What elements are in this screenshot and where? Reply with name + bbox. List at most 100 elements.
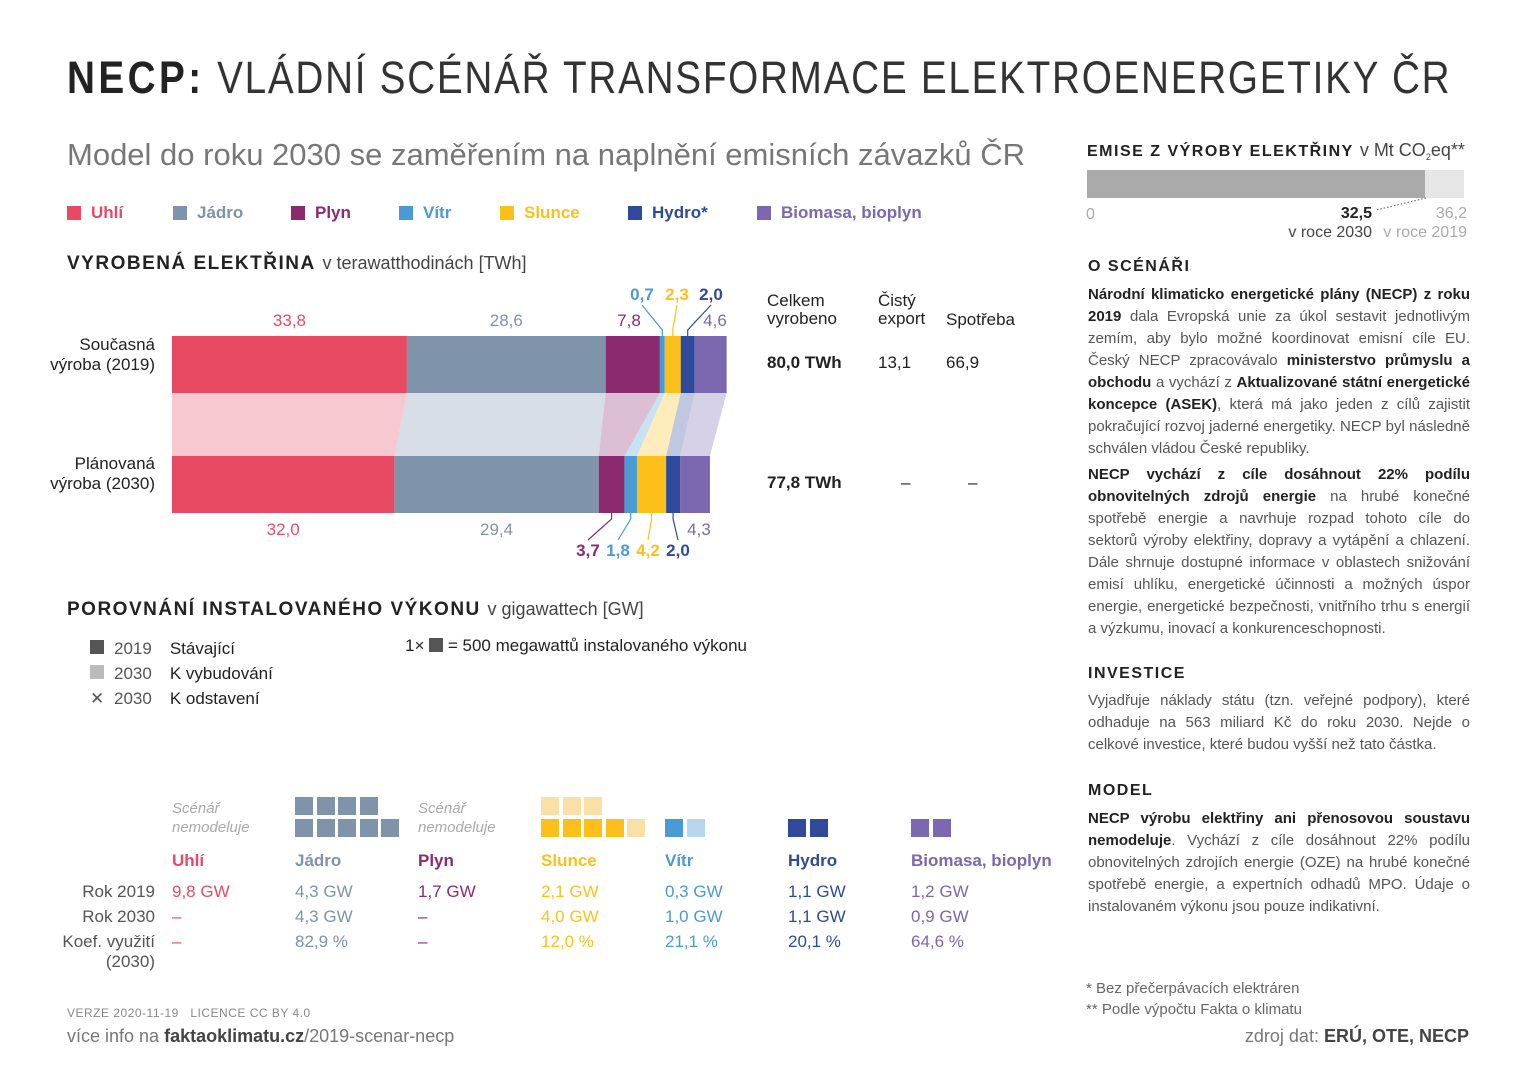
capacity-r2019: 9,8 GW [172, 882, 230, 901]
bar-plyn-2019 [605, 336, 660, 393]
capacity-square-existing [316, 797, 335, 815]
emissions-value-2019: 36,2 [1435, 205, 1467, 222]
legend-item-biomasa-bioplyn: Biomasa, bioplyn [757, 203, 922, 223]
bar-uhli-2030 [172, 456, 395, 513]
capacity-square-existing [541, 819, 559, 837]
capacity-square-existing [359, 797, 378, 815]
text-run: na hrubé konečné spotřebě energie a navr… [1088, 488, 1470, 637]
value-label-vitr-2030: 1,8 [606, 541, 630, 560]
capacity-r2019: 0,3 GW [665, 882, 723, 901]
bar-jadro-2019 [406, 336, 606, 393]
value-label-slunce-2019: 2,3 [665, 285, 689, 304]
emissions-label-2019: v roce 2019 [1383, 224, 1467, 241]
col-consumption: Spotřeba [946, 310, 1015, 329]
emissions-bar-2030 [1087, 170, 1426, 198]
capacity-r2019: 1,2 GW [911, 882, 969, 901]
legend-label: Plyn [315, 203, 351, 222]
value-label-hydro-2030: 2,0 [666, 541, 690, 560]
footnote-2: ** Podle výpočtu Fakta o klimatu [1086, 1001, 1302, 1018]
capacity-source-name: Vítr [665, 851, 694, 870]
value-label-slunce-2030: 4,2 [636, 541, 660, 560]
text-run: , která má jako jeden z cílů zajistit po… [1088, 396, 1470, 457]
text-run: Národní klimaticko energetické plány (NE… [1088, 286, 1470, 325]
legend-item-jadro: Jádro [173, 203, 243, 223]
value-label-uhli-2019: 33,8 [273, 311, 306, 330]
leader-line [672, 304, 678, 336]
text-run: a vychází z [1151, 374, 1237, 391]
text-run: NECP vychází z cíle dosáhnout 22% podílu… [1088, 466, 1470, 505]
light-square-icon [90, 665, 104, 679]
capacity-square-existing [338, 797, 356, 815]
row-label-2030: Plánovaná výroba (2030) [50, 454, 155, 493]
title-rest: VLÁDNÍ SCÉNÁŘ TRANSFORMACE ELEKTROENERGE… [217, 52, 1452, 103]
row-label-2019: Současná výroba (2019) [50, 335, 155, 374]
capacity-square-to-build [541, 797, 559, 815]
capacity-r2030: 4,3 GW [295, 907, 353, 926]
legend-label: Biomasa, bioplyn [781, 203, 922, 222]
capacity-square-to-build [584, 797, 602, 815]
capacity-square-existing [911, 819, 929, 837]
capacity-r2030: 1,1 GW [788, 907, 846, 926]
page-title: NECP: VLÁDNÍ SCÉNÁŘ TRANSFORMACE ELEKTRO… [67, 52, 1451, 104]
key-to-build: 2030 K vybudování [90, 661, 273, 686]
capacity-square-existing [316, 819, 335, 837]
capacity-r2030: 4,0 GW [541, 907, 599, 926]
about-paragraph-2: NECP vychází z cíle dosáhnout 22% podílu… [1088, 464, 1470, 640]
consumption-2019: 66,9 [946, 353, 980, 372]
capacity-r2030: 0,9 GW [911, 907, 969, 926]
capacity-r2030: – [418, 907, 428, 926]
value-label-uhli-2030: 32,0 [267, 520, 300, 539]
legend-label: Jádro [197, 203, 244, 222]
not-modelled-note: Scénář nemodeluje [172, 800, 250, 836]
capacity-coef: 20,1 % [788, 932, 841, 951]
capacity-square-existing [584, 819, 602, 837]
capacity-square-existing [562, 819, 581, 837]
about-heading: O SCÉNÁŘI [1088, 258, 1191, 275]
emissions-value-2030: 32,5 [1340, 205, 1372, 222]
value-label-plyn-2019: 7,8 [617, 311, 641, 330]
capacity-coef: 21,1 % [665, 932, 718, 951]
model-heading: MODEL [1088, 782, 1154, 799]
emissions-axis-min: 0 [1086, 206, 1095, 223]
value-label-jadro-2030: 29,4 [480, 520, 513, 539]
flow-jadro [394, 393, 606, 456]
bar-uhli-2019 [172, 336, 407, 393]
legend-swatch-icon [291, 206, 305, 220]
capacity-square-to-build [686, 819, 705, 837]
text-run: Aktualizované státní energetické koncepc… [1088, 374, 1470, 413]
capacity-square-existing [665, 819, 683, 837]
subtitle: Model do roku 2030 se zaměřením na napln… [67, 137, 1026, 172]
leader-line [641, 304, 663, 336]
capacity-square-existing [359, 819, 378, 837]
capacity-source-name: Plyn [418, 851, 454, 870]
capacity-square-existing [809, 819, 828, 837]
bar-vitr-2030 [624, 456, 637, 513]
legend-swatch-icon [399, 206, 413, 220]
row-coef: Koef. využití (2030) [62, 932, 155, 971]
capacity-square-to-build [562, 797, 581, 815]
flow-slunce [636, 393, 681, 456]
bar-vitr-2019 [659, 336, 665, 393]
bar-jadro-2030 [394, 456, 599, 513]
capacity-square-existing [338, 819, 356, 837]
investice-heading: INVESTICE [1088, 665, 1186, 682]
legend-swatch-icon [500, 206, 514, 220]
capacity-r2019: 2,1 GW [541, 882, 599, 901]
text-run: ministerstvo průmyslu a obchodu [1088, 352, 1470, 391]
capacity-r2019: 1,1 GW [788, 882, 846, 901]
data-source: zdroj dat: ERÚ, OTE, NECP [1244, 1026, 1469, 1046]
value-label-biomasa-bioplyn-2030: 4,3 [687, 520, 711, 539]
cross-icon: ✕ [90, 689, 105, 708]
legend-item-plyn: Plyn [291, 203, 351, 223]
capacity-coef: – [172, 932, 182, 951]
bar-hydro-2030 [666, 456, 681, 513]
production-unit: v terawatthodinách [TWh] [322, 253, 527, 273]
value-label-hydro-2019: 2,0 [699, 285, 723, 304]
bar-slunce-2019 [664, 336, 681, 393]
export-2019: 13,1 [878, 353, 912, 372]
value-label-plyn-2030: 3,7 [576, 541, 600, 560]
emissions-heading: EMISE Z VÝROBY ELEKTŘINY v Mt CO2eq** [1087, 140, 1465, 162]
more-info-link[interactable]: více info na faktaoklimatu.cz/2019-scena… [67, 1026, 455, 1046]
bar-slunce-2030 [636, 456, 667, 513]
flow-hydro [666, 393, 695, 456]
